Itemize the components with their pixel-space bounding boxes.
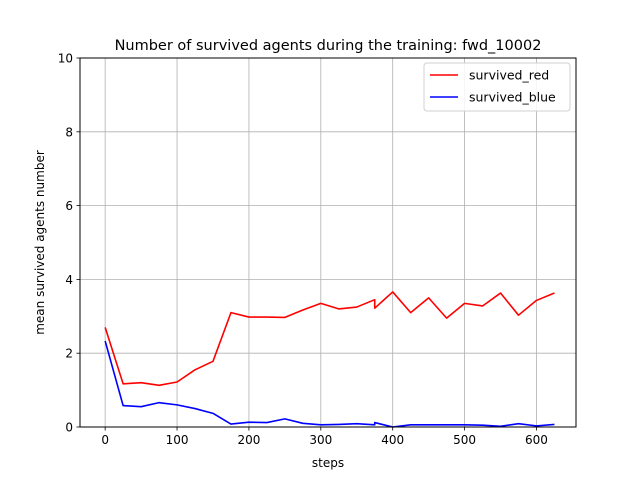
y-axis-label: mean survived agents number [33,150,47,335]
y-tick-label: 2 [65,347,73,361]
y-tick-label: 8 [65,125,73,139]
series-line-survived_red [104,291,555,387]
y-tick-label: 10 [58,52,73,66]
x-tick-label: 0 [101,433,109,447]
legend: survived_red survived_blue [423,62,571,112]
series-line-survived_blue [104,340,555,428]
x-tick-label: 400 [381,433,404,447]
y-tick-label: 0 [65,421,73,435]
plot-frame [79,57,577,428]
legend-label-survived_blue: survived_blue [469,90,556,105]
x-tick-label: 500 [453,433,476,447]
y-tick-label: 6 [65,199,73,213]
chart-title: Number of survived agents during the tra… [115,38,542,54]
legend-box [423,62,571,112]
ticks: 0 100 200 300 400 500 600 0 2 4 6 8 10 [58,52,548,448]
y-tick-label: 4 [65,273,73,287]
series-lines [104,291,555,428]
x-tick-label: 200 [237,433,260,447]
x-axis-label: steps [312,456,344,470]
x-tick-label: 100 [166,433,189,447]
x-tick-label: 300 [309,433,332,447]
legend-label-survived_red: survived_red [469,68,549,83]
x-tick-label: 600 [525,433,548,447]
